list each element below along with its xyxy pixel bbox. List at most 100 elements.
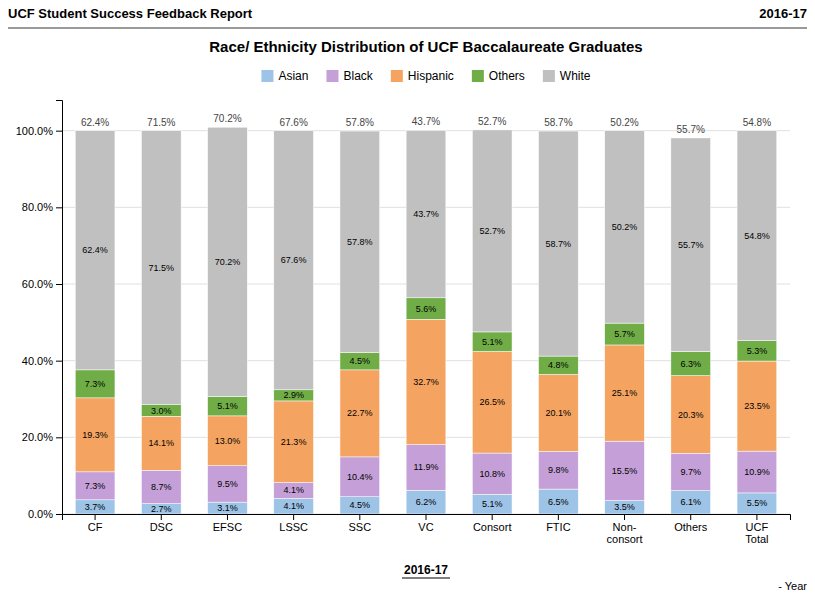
bar bbox=[737, 493, 777, 514]
data-label: 6.3% bbox=[680, 359, 701, 369]
grid bbox=[62, 131, 790, 514]
bar bbox=[141, 470, 181, 503]
bar bbox=[605, 345, 645, 441]
tick-label: EFSC bbox=[213, 521, 242, 533]
bar-top-label: 57.8% bbox=[346, 117, 374, 128]
legend-item: Asian bbox=[261, 69, 308, 83]
tick-mark bbox=[690, 514, 691, 520]
data-label: 5.5% bbox=[747, 498, 768, 508]
bar bbox=[208, 396, 248, 416]
data-label: 7.3% bbox=[85, 481, 106, 491]
chart: 3.7%2.7%3.1%4.1%4.5%6.2%5.1%6.5%3.5%6.1%… bbox=[0, 0, 815, 596]
bar bbox=[208, 502, 248, 514]
bar bbox=[141, 405, 181, 417]
legend-label: Others bbox=[489, 69, 525, 83]
bar bbox=[75, 131, 115, 370]
tick-mark bbox=[56, 361, 62, 362]
bar bbox=[75, 370, 115, 398]
data-label: 15.5% bbox=[612, 466, 638, 476]
tick: 100.0% bbox=[16, 125, 62, 137]
bar bbox=[274, 390, 314, 401]
bar-top-label: 58.7% bbox=[544, 117, 572, 128]
bar bbox=[737, 361, 777, 451]
bar bbox=[406, 298, 446, 319]
bar bbox=[406, 319, 446, 444]
bar bbox=[605, 131, 645, 323]
tick-label: 40.0% bbox=[22, 355, 53, 367]
series bbox=[75, 127, 777, 405]
bar-top-label: 55.7% bbox=[677, 124, 705, 135]
data-label: 6.1% bbox=[680, 497, 701, 507]
tick: 40.0% bbox=[22, 355, 62, 367]
legend-label: Asian bbox=[278, 69, 308, 83]
tick-mark bbox=[56, 437, 62, 438]
bar-top-label: 52.7% bbox=[478, 116, 506, 127]
bar-top-label: 54.8% bbox=[743, 117, 771, 128]
bar bbox=[75, 500, 115, 514]
bar bbox=[671, 491, 711, 514]
data-label: 71.5% bbox=[149, 263, 175, 273]
tick-label: 100.0% bbox=[16, 125, 54, 137]
bar-top-label: 71.5% bbox=[147, 117, 175, 128]
tick-label: 80.0% bbox=[22, 201, 53, 213]
bar bbox=[340, 131, 380, 353]
bar bbox=[605, 501, 645, 514]
bar bbox=[274, 401, 314, 483]
bar bbox=[472, 494, 512, 514]
data-label: 57.8% bbox=[347, 237, 373, 247]
bar bbox=[406, 490, 446, 514]
bar bbox=[539, 356, 579, 374]
bar bbox=[406, 130, 446, 298]
bar bbox=[605, 323, 645, 345]
tick: VC bbox=[418, 514, 433, 533]
bar bbox=[539, 452, 579, 490]
bar bbox=[472, 453, 512, 494]
data-label: 5.1% bbox=[217, 401, 238, 411]
data-label: 4.1% bbox=[283, 485, 304, 495]
bar bbox=[208, 127, 248, 396]
data-label: 21.3% bbox=[281, 437, 307, 447]
bar bbox=[472, 130, 512, 332]
legend-swatch bbox=[261, 70, 273, 82]
bar bbox=[340, 497, 380, 514]
bar bbox=[208, 466, 248, 502]
data-label: 54.8% bbox=[744, 231, 770, 241]
tick: UCFTotal bbox=[745, 514, 768, 545]
data-label: 3.7% bbox=[85, 502, 106, 512]
tick-label: SSC bbox=[349, 521, 372, 533]
tick: 60.0% bbox=[22, 278, 62, 290]
data-labels: 3.7%2.7%3.1%4.1%4.5%6.2%5.1%6.5%3.5%6.1%… bbox=[82, 209, 769, 514]
bar bbox=[141, 504, 181, 514]
bar bbox=[141, 416, 181, 470]
bar bbox=[75, 472, 115, 500]
data-label: 4.1% bbox=[283, 501, 304, 511]
bar-top-label: 67.6% bbox=[279, 117, 307, 128]
footer: - Year bbox=[778, 580, 807, 592]
bar bbox=[671, 376, 711, 454]
legend-label: White bbox=[560, 69, 591, 83]
tick-mark bbox=[161, 514, 162, 520]
data-label: 4.8% bbox=[548, 360, 569, 370]
data-label: 70.2% bbox=[215, 257, 241, 267]
tick-mark bbox=[56, 131, 62, 132]
bar bbox=[737, 451, 777, 493]
tick-label: 0.0% bbox=[28, 508, 53, 520]
bar bbox=[539, 489, 579, 514]
data-label: 10.8% bbox=[479, 469, 505, 479]
header-rule bbox=[8, 28, 807, 29]
tick: FTIC bbox=[546, 514, 570, 533]
tick: SSC bbox=[349, 514, 372, 533]
data-label: 50.2% bbox=[612, 222, 638, 232]
tick-label: CF bbox=[88, 521, 103, 533]
x-axis-label: 2016-17 bbox=[404, 563, 448, 577]
tick-mark bbox=[426, 514, 427, 520]
tick: 0.0% bbox=[28, 508, 62, 520]
data-label: 6.5% bbox=[548, 497, 569, 507]
data-label: 5.7% bbox=[614, 329, 635, 339]
data-label: 7.3% bbox=[85, 379, 106, 389]
data-label: 10.9% bbox=[744, 467, 770, 477]
legend-label: Hispanic bbox=[408, 69, 454, 83]
data-label: 9.8% bbox=[548, 465, 569, 475]
data-label: 19.3% bbox=[82, 430, 108, 440]
bar bbox=[75, 398, 115, 472]
